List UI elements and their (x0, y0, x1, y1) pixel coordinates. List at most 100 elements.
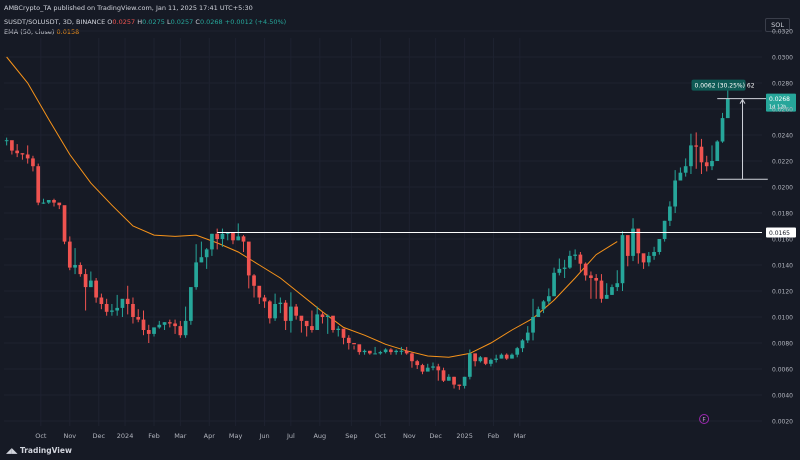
candle (94, 278, 98, 303)
candle-body (273, 304, 277, 319)
symbol-legend[interactable]: SUSDT/SOLUSDT, 3D, BINANCE O0.0257 H0.02… (4, 18, 286, 26)
candle-body (604, 294, 609, 299)
candle (557, 258, 562, 276)
y-tick-label: 0.0220 (772, 159, 793, 166)
candle (568, 250, 572, 269)
published-note: AMBCrypto_TA published on TradingView.co… (4, 4, 253, 12)
candle (25, 145, 30, 164)
candle (410, 352, 414, 368)
candle (246, 241, 251, 289)
candle (494, 354, 499, 363)
candle (210, 233, 214, 256)
time-axis: Oct Nov Dec 2024 Feb Mar Apr May Jun Jul Aug Sep Oct… (35, 432, 526, 440)
candle-body (362, 350, 367, 353)
candle (610, 284, 614, 295)
event-marker-label: F (702, 417, 706, 424)
candle (599, 274, 604, 303)
candle-body (257, 285, 262, 298)
candle-body (694, 145, 699, 147)
candle (641, 253, 646, 269)
candle (483, 357, 488, 366)
candle-body (99, 297, 104, 304)
last-price-label: 0.0268 (769, 96, 790, 103)
x-tick-label: 2025 (456, 432, 473, 440)
candle (473, 353, 477, 367)
candle-body (352, 343, 356, 345)
candle (620, 231, 625, 291)
candle (378, 350, 383, 355)
ema-legend[interactable]: EMA (50, close) 0.0158 (4, 28, 79, 36)
candle (683, 158, 688, 177)
candle-body (125, 298, 130, 304)
candle (715, 140, 720, 161)
candle-body (436, 366, 441, 371)
candle-body (468, 353, 472, 377)
candle (199, 241, 204, 263)
candle (220, 228, 225, 247)
candle (273, 293, 277, 321)
candle (457, 384, 462, 390)
candle-body (720, 118, 725, 142)
candle-body (452, 376, 456, 385)
candle (10, 140, 14, 155)
candle (552, 267, 556, 297)
ema-value: 0.0158 (56, 28, 80, 36)
candle (441, 367, 446, 382)
x-tick-label: May (229, 432, 243, 440)
x-tick-label: Oct (375, 432, 387, 440)
candle-body (120, 298, 125, 308)
ohlc-close: 0.0268 (199, 18, 223, 26)
candle (110, 304, 114, 316)
candle (31, 155, 35, 172)
candle-body (662, 220, 667, 239)
candle-body (104, 304, 109, 312)
x-tick-label: Dec (92, 432, 105, 440)
candle (710, 145, 714, 171)
candle (452, 376, 456, 389)
candle-body (625, 235, 630, 256)
measure-label: 0.0062 (30.25%) 62 (695, 83, 755, 90)
candle-body (141, 319, 146, 330)
x-tick-label: Aug (313, 432, 326, 440)
candle (531, 298, 535, 341)
candle (652, 246, 656, 260)
candle (636, 228, 641, 264)
candle-body (289, 306, 293, 321)
candle (236, 223, 241, 241)
candle (678, 167, 683, 181)
candle (215, 228, 220, 250)
candle-body (410, 353, 414, 362)
candle-body (562, 267, 567, 269)
candle-body (10, 140, 14, 151)
candle (694, 132, 699, 169)
y-tick-label: 0.0040 (772, 393, 793, 400)
candle (183, 306, 188, 338)
candle (536, 306, 541, 317)
tradingview-logo-icon: ◢◣ (6, 446, 18, 455)
candle-body (25, 154, 30, 159)
candle-body (78, 265, 83, 275)
candle-body (199, 257, 204, 263)
candle-body (189, 287, 193, 321)
candle-body (441, 370, 446, 381)
candle (525, 326, 530, 343)
candle-body (157, 324, 162, 328)
quote-currency-badge[interactable]: SOL (765, 18, 790, 32)
candle-body (320, 314, 325, 317)
candle (352, 343, 356, 350)
candle (604, 283, 609, 299)
candle-body (278, 302, 283, 304)
candle-body (699, 146, 704, 163)
candle-body (541, 301, 546, 310)
candle (204, 248, 209, 269)
candle (720, 112, 725, 143)
y-tick-label: 0.0140 (772, 263, 793, 270)
candle-body (173, 323, 177, 327)
tradingview-logo[interactable]: ◢◣ TradingView (6, 446, 72, 455)
candle (573, 249, 577, 260)
candle-body (4, 140, 9, 142)
overlay-layer: 0.0165 0.0062 (30.25%) 62 0.0268 1d 12h F (217, 79, 796, 424)
y-tick-label: 0.0100 (772, 315, 793, 322)
